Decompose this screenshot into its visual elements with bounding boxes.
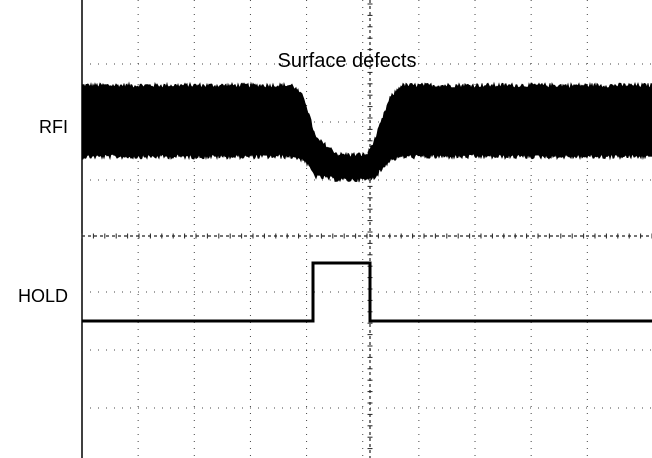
annotation-surface-defects: Surface defects — [278, 50, 417, 72]
series-label-rfi: RFI — [39, 117, 68, 137]
series-rfi-band — [81, 81, 652, 183]
grid — [81, 0, 652, 458]
series-label-hold: HOLD — [18, 286, 68, 306]
series-hold-line — [82, 261, 652, 323]
traces — [81, 81, 652, 323]
